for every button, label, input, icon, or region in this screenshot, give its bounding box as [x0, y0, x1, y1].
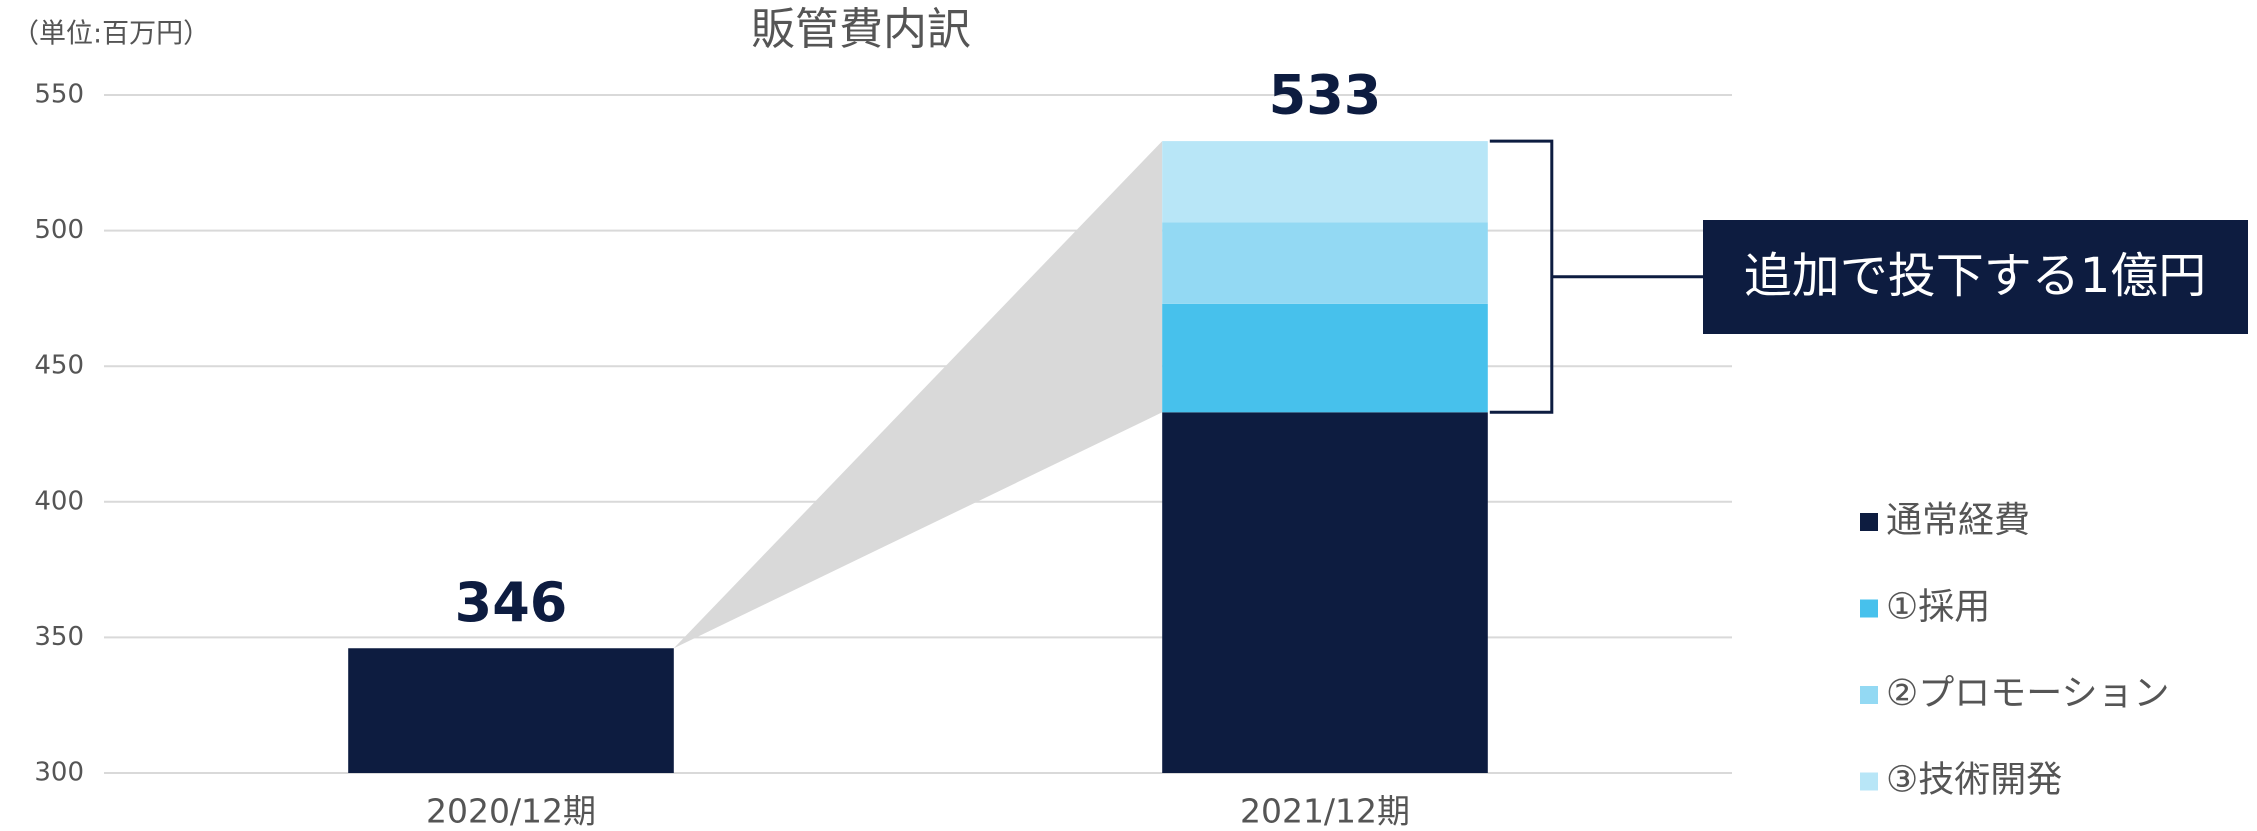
legend-swatch — [1860, 772, 1878, 791]
bar-segment — [1162, 412, 1488, 773]
bar-segment — [1162, 303, 1488, 413]
bar-segment — [348, 648, 674, 773]
x-tick-label: 2021/12期 — [1240, 792, 1410, 831]
annotation: 追加で投下する1億円 — [1744, 248, 2207, 304]
legend-swatch — [1860, 686, 1878, 704]
legend-label: ①採用 — [1886, 587, 1990, 628]
chart-title: 販管費内訳 — [751, 4, 971, 55]
x-tick-label: 2020/12期 — [426, 792, 596, 831]
legend-label: ③技術開発 — [1886, 760, 2062, 801]
bar-segment — [1162, 141, 1488, 223]
legend-label: 通常経費 — [1886, 500, 2030, 541]
legend-swatch — [1860, 513, 1878, 531]
y-tick-label: 400 — [34, 486, 84, 516]
y-tick-label: 550 — [34, 80, 84, 110]
legend-swatch — [1860, 599, 1878, 618]
bar-segment — [1162, 222, 1488, 304]
y-tick-label: 450 — [34, 351, 84, 381]
y-tick-label: 350 — [34, 622, 84, 652]
annotation-box — [1703, 220, 2248, 334]
legend-label: ②プロモーション — [1886, 673, 2170, 714]
y-tick-label: 300 — [34, 758, 84, 788]
zoom-wedge — [673, 141, 1163, 649]
unit-label: （単位:百万円） — [12, 19, 210, 50]
total-label: 346 — [455, 571, 568, 634]
y-tick-label: 500 — [34, 215, 84, 245]
bracket — [1489, 139, 1554, 414]
total-label: 533 — [1269, 64, 1382, 127]
